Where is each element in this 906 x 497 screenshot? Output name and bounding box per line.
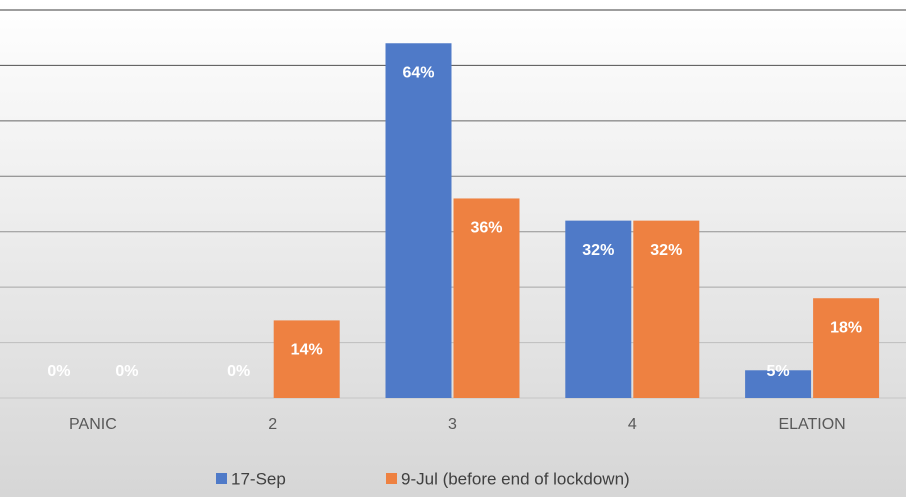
x-tick-label: PANIC [69, 416, 117, 433]
x-tick-label: 4 [628, 416, 637, 433]
value-label: 18% [830, 319, 862, 336]
bar [813, 298, 880, 398]
value-label: 0% [115, 363, 138, 380]
bar [273, 320, 340, 398]
value-label: 5% [767, 363, 790, 380]
legend: 17-Sep 9-Jul (before end of lockdown) [216, 469, 630, 488]
legend-label: 9-Jul (before end of lockdown) [401, 469, 630, 488]
value-label: 36% [470, 220, 502, 237]
value-label: 14% [291, 342, 323, 359]
value-label: 32% [582, 242, 614, 259]
bar [453, 198, 520, 398]
x-tick-label: ELATION [778, 416, 845, 433]
value-label: 64% [402, 64, 434, 81]
x-tick-label: 2 [268, 416, 277, 433]
bar [633, 220, 700, 398]
x-tick-label: 3 [448, 416, 457, 433]
legend-label: 17-Sep [231, 469, 286, 488]
value-label: 0% [47, 363, 70, 380]
legend-swatch [386, 473, 397, 484]
bar [385, 43, 452, 398]
bar [565, 220, 632, 398]
value-label: 32% [650, 242, 682, 259]
bar [745, 370, 812, 398]
legend-swatch [216, 473, 227, 484]
value-label: 0% [227, 363, 250, 380]
